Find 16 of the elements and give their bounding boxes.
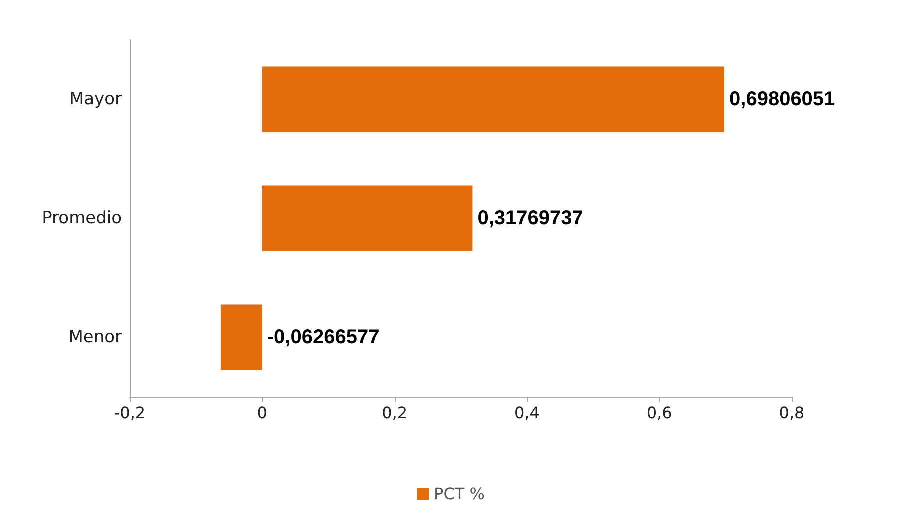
y-tick-label: Promedio <box>42 208 122 228</box>
y-tick-label: Menor <box>68 328 122 348</box>
x-tick-label: 0,4 <box>514 404 540 422</box>
bar <box>220 304 262 370</box>
y-tick-label: Mayor <box>69 90 122 110</box>
x-tick-label: 0,8 <box>779 404 805 422</box>
bar <box>262 66 725 132</box>
x-tick-label: -0,2 <box>114 404 146 422</box>
data-label: 0,31769737 <box>478 208 584 230</box>
x-tick-label: 0,6 <box>646 404 672 422</box>
legend-label: PCT % <box>434 484 485 504</box>
x-tick-label: 0,2 <box>382 404 408 422</box>
bar <box>262 186 473 252</box>
data-label: -0,06266577 <box>267 326 380 348</box>
x-tick-label: 0 <box>257 404 268 422</box>
data-label: 0,69806051 <box>730 88 836 110</box>
